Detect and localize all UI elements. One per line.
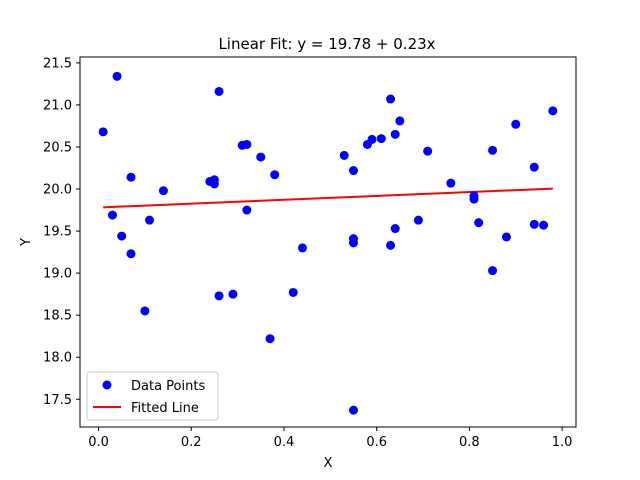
x-tick-label: 1.0: [552, 435, 573, 450]
y-axis-label: Y: [19, 238, 34, 247]
axis-ticks: 0.0 0.2 0.4 0.6 0.8 1.0 17.5 18.0 18.5 19.0 19.5 20…: [43, 56, 572, 450]
y-tick-label: 20.0: [43, 183, 72, 198]
data-point-46: [529, 162, 539, 172]
data-point-21: [288, 287, 298, 297]
data-point-3: [117, 231, 127, 241]
data-point-33: [390, 224, 400, 234]
data-point-18: [256, 152, 266, 162]
data-point-27: [348, 405, 358, 415]
x-tick-label: 0.6: [366, 435, 387, 450]
data-point-4: [126, 249, 136, 259]
x-tick-label: 0.2: [181, 435, 202, 450]
fitted-line: [103, 187, 553, 209]
data-point-0: [98, 127, 108, 137]
data-point-48: [539, 220, 549, 230]
data-point-38: [446, 178, 456, 188]
data-point-2: [112, 71, 122, 81]
y-tick-label: 21.0: [43, 98, 72, 113]
legend-label-fitted-line: Fitted Line: [131, 401, 199, 416]
data-point-8: [158, 186, 168, 196]
data-point-29: [367, 134, 377, 144]
chart-title: Linear Fit: y = 19.78 + 0.23x: [218, 35, 435, 53]
data-point-45: [511, 119, 521, 129]
y-tick-label: 19.5: [43, 225, 72, 240]
axes-frame: [79, 56, 577, 428]
data-point-7: [145, 215, 155, 225]
data-point-36: [413, 215, 423, 225]
data-point-22: [298, 243, 308, 253]
data-point-19: [265, 334, 275, 344]
data-point-12: [214, 291, 224, 301]
legend-marker-data-points: [102, 380, 112, 390]
data-point-42: [488, 145, 498, 155]
data-point-34: [390, 129, 400, 139]
data-point-30: [376, 134, 386, 144]
x-tick-label: 0.0: [88, 435, 109, 450]
data-point-37: [423, 146, 433, 156]
data-point-1: [107, 210, 117, 220]
x-tick-label: 0.8: [459, 435, 480, 450]
data-point-14: [228, 289, 238, 299]
y-tick-label: 19.0: [43, 267, 72, 282]
data-point-16: [242, 139, 252, 149]
data-point-26: [348, 238, 358, 248]
data-point-40: [469, 191, 479, 201]
y-tick-label: 18.5: [43, 309, 72, 324]
data-point-13: [214, 86, 224, 96]
data-point-11: [209, 179, 219, 189]
data-point-43: [488, 266, 498, 276]
legend-label-data-points: Data Points: [131, 379, 205, 394]
data-point-32: [386, 94, 396, 104]
data-point-24: [348, 166, 358, 176]
plot-area: [98, 71, 558, 415]
y-tick-label: 20.5: [43, 140, 72, 155]
data-point-5: [126, 172, 136, 182]
data-point-47: [529, 219, 539, 229]
x-axis-label: X: [324, 456, 333, 471]
y-tick-label: 21.5: [43, 56, 72, 71]
data-point-31: [386, 240, 396, 250]
data-point-23: [339, 150, 349, 160]
data-point-6: [140, 306, 150, 316]
data-point-35: [395, 116, 405, 126]
data-point-41: [474, 218, 484, 228]
data-point-20: [270, 170, 280, 180]
y-tick-label: 17.5: [43, 393, 72, 408]
data-point-49: [548, 106, 558, 116]
x-tick-label: 0.4: [274, 435, 295, 450]
legend: Data Points Fitted Line: [86, 371, 219, 421]
data-point-17: [242, 205, 252, 215]
data-point-44: [501, 232, 511, 242]
y-tick-label: 18.0: [43, 351, 72, 366]
